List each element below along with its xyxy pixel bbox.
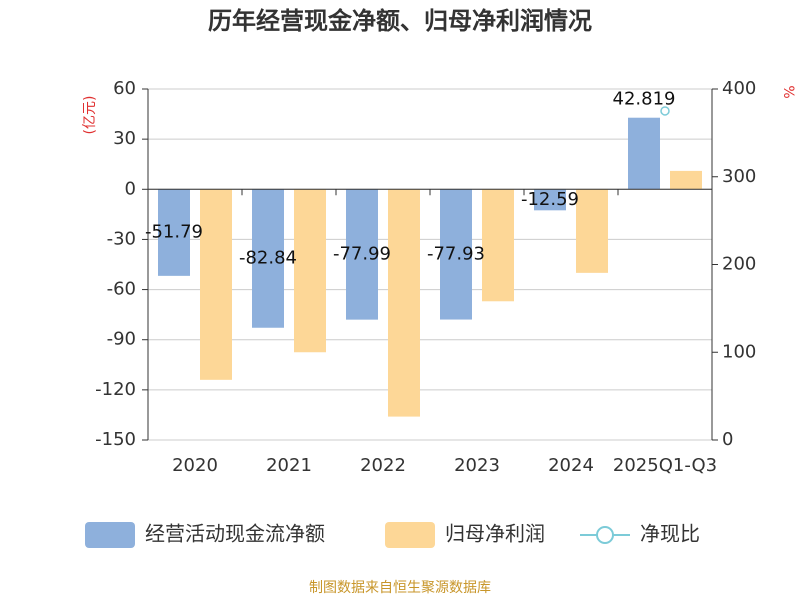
bar (252, 189, 284, 328)
y2-tick-label: 300 (722, 166, 756, 187)
x-tick-label: 2021 (266, 455, 312, 476)
legend-swatch (85, 522, 135, 548)
line-point (660, 106, 670, 116)
legend-swatch (596, 526, 614, 544)
data-label: -77.99 (333, 243, 391, 264)
x-tick-label: 2023 (454, 455, 500, 476)
bar (534, 189, 566, 211)
y2-tick-label: 0 (722, 429, 733, 450)
data-label: -77.93 (427, 243, 485, 264)
data-label: -82.84 (239, 248, 297, 269)
y-axis-label: (亿元) (82, 96, 98, 135)
bar (200, 189, 232, 380)
source: 制图数据来自恒生聚源数据库 (309, 580, 491, 596)
bar (482, 189, 514, 302)
data-label: 42.819 (613, 89, 676, 110)
bar (576, 189, 608, 273)
bar (346, 189, 378, 320)
data-label: -51.79 (145, 222, 203, 243)
legend-label: 净现比 (640, 522, 700, 546)
data-label: -12.59 (521, 189, 579, 210)
y2-tick-label: 100 (722, 341, 756, 362)
bar (628, 117, 660, 190)
legend-label: 经营活动现金流净额 (145, 522, 325, 546)
x-tick-label: 2022 (360, 455, 406, 476)
y-tick-label: -30 (107, 228, 136, 249)
y-tick-label: 0 (125, 178, 136, 199)
bar (388, 189, 420, 417)
y2-tick-label: 200 (722, 254, 756, 275)
y2-tick-label: 400 (722, 78, 756, 99)
bar (440, 189, 472, 320)
y-tick-label: -60 (107, 279, 136, 300)
y-tick-label: 60 (113, 78, 136, 99)
chart-title: 历年经营现金净额、归母净利润情况 (208, 7, 592, 35)
legend-swatch (385, 522, 435, 548)
y-tick-label: -150 (95, 429, 136, 450)
y-tick-label: -120 (95, 379, 136, 400)
x-tick-label: 2024 (548, 455, 594, 476)
y-tick-label: -90 (107, 329, 136, 350)
bar (158, 189, 190, 276)
x-tick-label: 2020 (172, 455, 218, 476)
y2-axis-label: % (780, 85, 796, 98)
bar (294, 189, 326, 353)
legend-label: 归母净利润 (445, 522, 545, 546)
bar (670, 170, 702, 190)
x-tick-label: 2025Q1-Q3 (613, 455, 717, 476)
y-tick-label: 30 (113, 128, 136, 149)
